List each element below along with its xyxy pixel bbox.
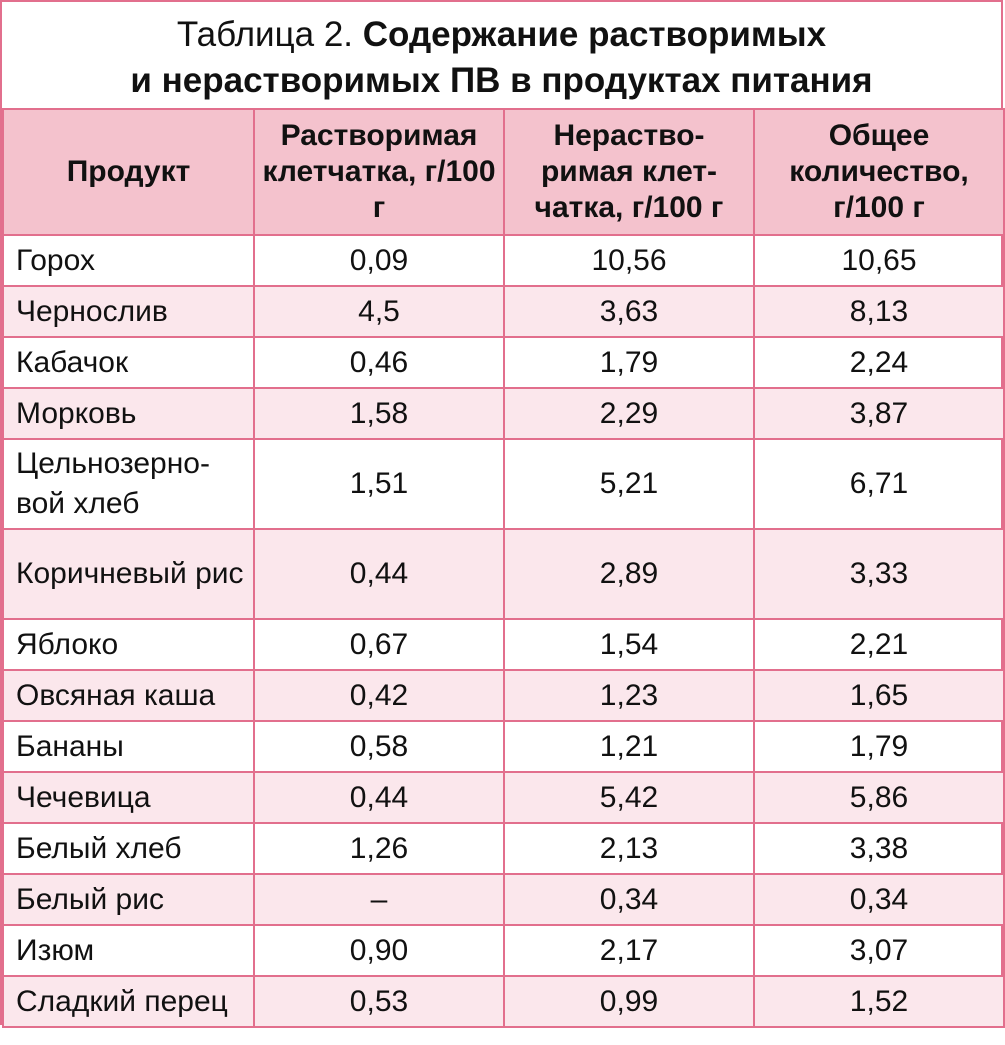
cell-soluble: 0,44 bbox=[253, 528, 505, 620]
cell-soluble: 0,44 bbox=[253, 771, 505, 824]
cell-product: Кабачок bbox=[2, 336, 255, 389]
cell-insoluble: 0,34 bbox=[503, 873, 755, 926]
cell-insoluble: 1,54 bbox=[503, 618, 755, 671]
cell-product: Яблоко bbox=[2, 618, 255, 671]
cell-product: Овсяная каша bbox=[2, 669, 255, 722]
cell-product: Бананы bbox=[2, 720, 255, 773]
cell-soluble: 0,42 bbox=[253, 669, 505, 722]
cell-soluble: 1,26 bbox=[253, 822, 505, 875]
cell-insoluble: 5,21 bbox=[503, 438, 755, 530]
table-row: Горох 0,09 10,56 10,65 bbox=[2, 234, 1005, 287]
cell-total: 3,07 bbox=[753, 924, 1005, 977]
cell-soluble: – bbox=[253, 873, 505, 926]
caption-title-line-2: и нерастворимых ПВ в продуктах питания bbox=[130, 61, 873, 100]
cell-soluble: 0,67 bbox=[253, 618, 505, 671]
table-row: Сладкий перец 0,53 0,99 1,52 bbox=[2, 975, 1005, 1028]
cell-insoluble: 1,79 bbox=[503, 336, 755, 389]
table-row: Цельнозерно-вой хлеб 1,51 5,21 6,71 bbox=[2, 438, 1005, 530]
cell-product: Коричневый рис bbox=[2, 528, 255, 620]
cell-soluble: 0,58 bbox=[253, 720, 505, 773]
table-row: Коричневый рис 0,44 2,89 3,33 bbox=[2, 528, 1005, 620]
cell-product: Белый хлеб bbox=[2, 822, 255, 875]
cell-total: 3,38 bbox=[753, 822, 1005, 875]
cell-product: Чернослив bbox=[2, 285, 255, 338]
table-row: Бананы 0,58 1,21 1,79 bbox=[2, 720, 1005, 773]
cell-total: 1,79 bbox=[753, 720, 1005, 773]
header-insoluble: Нераство-римая клет-чатка, г/100 г bbox=[503, 108, 755, 236]
cell-insoluble: 3,63 bbox=[503, 285, 755, 338]
cell-insoluble: 2,13 bbox=[503, 822, 755, 875]
cell-total: 0,34 bbox=[753, 873, 1005, 926]
cell-soluble: 4,5 bbox=[253, 285, 505, 338]
cell-product: Чечевица bbox=[2, 771, 255, 824]
cell-soluble: 0,09 bbox=[253, 234, 505, 287]
cell-soluble: 0,46 bbox=[253, 336, 505, 389]
cell-total: 2,21 bbox=[753, 618, 1005, 671]
cell-insoluble: 10,56 bbox=[503, 234, 755, 287]
cell-soluble: 0,53 bbox=[253, 975, 505, 1028]
cell-insoluble: 5,42 bbox=[503, 771, 755, 824]
cell-product: Морковь bbox=[2, 387, 255, 440]
table-row: Чечевица 0,44 5,42 5,86 bbox=[2, 771, 1005, 824]
table-row: Яблоко 0,67 1,54 2,21 bbox=[2, 618, 1005, 671]
cell-product: Изюм bbox=[2, 924, 255, 977]
table-row: Морковь 1,58 2,29 3,87 bbox=[2, 387, 1005, 440]
cell-total: 2,24 bbox=[753, 336, 1005, 389]
cell-soluble: 1,51 bbox=[253, 438, 505, 530]
cell-insoluble: 2,89 bbox=[503, 528, 755, 620]
cell-total: 3,33 bbox=[753, 528, 1005, 620]
cell-product: Белый рис bbox=[2, 873, 255, 926]
header-total: Общее количество, г/100 г bbox=[753, 108, 1005, 236]
cell-total: 5,86 bbox=[753, 771, 1005, 824]
cell-total: 1,65 bbox=[753, 669, 1005, 722]
header-product: Продукт bbox=[2, 108, 255, 236]
cell-product: Цельнозерно-вой хлеб bbox=[2, 438, 255, 530]
table-caption: Таблица 2. Содержание растворимых и нера… bbox=[2, 2, 1001, 110]
header-soluble: Растворимая клетчатка, г/100 г bbox=[253, 108, 505, 236]
table-row: Изюм 0,90 2,17 3,07 bbox=[2, 924, 1005, 977]
table-row: Овсяная каша 0,42 1,23 1,65 bbox=[2, 669, 1005, 722]
cell-soluble: 1,58 bbox=[253, 387, 505, 440]
table-row: Чернослив 4,5 3,63 8,13 bbox=[2, 285, 1005, 338]
table-row: Белый рис – 0,34 0,34 bbox=[2, 873, 1005, 926]
caption-line-1: Таблица 2. Содержание растворимых bbox=[2, 12, 1001, 58]
caption-title-line-1: Содержание растворимых bbox=[362, 15, 827, 54]
header-row: Продукт Растворимая клетчатка, г/100 г Н… bbox=[2, 108, 1005, 236]
cell-total: 1,52 bbox=[753, 975, 1005, 1028]
cell-insoluble: 1,23 bbox=[503, 669, 755, 722]
table-row: Кабачок 0,46 1,79 2,24 bbox=[2, 336, 1005, 389]
table-row: Белый хлеб 1,26 2,13 3,38 bbox=[2, 822, 1005, 875]
cell-total: 10,65 bbox=[753, 234, 1005, 287]
cell-product: Горох bbox=[2, 234, 255, 287]
caption-prefix: Таблица 2. bbox=[176, 15, 354, 54]
cell-total: 8,13 bbox=[753, 285, 1005, 338]
cell-total: 6,71 bbox=[753, 438, 1005, 530]
cell-soluble: 0,90 bbox=[253, 924, 505, 977]
cell-insoluble: 2,29 bbox=[503, 387, 755, 440]
cell-product: Сладкий перец bbox=[2, 975, 255, 1028]
cell-insoluble: 2,17 bbox=[503, 924, 755, 977]
cell-insoluble: 1,21 bbox=[503, 720, 755, 773]
fiber-table: Продукт Растворимая клетчатка, г/100 г Н… bbox=[2, 108, 1005, 1028]
cell-total: 3,87 bbox=[753, 387, 1005, 440]
cell-insoluble: 0,99 bbox=[503, 975, 755, 1028]
